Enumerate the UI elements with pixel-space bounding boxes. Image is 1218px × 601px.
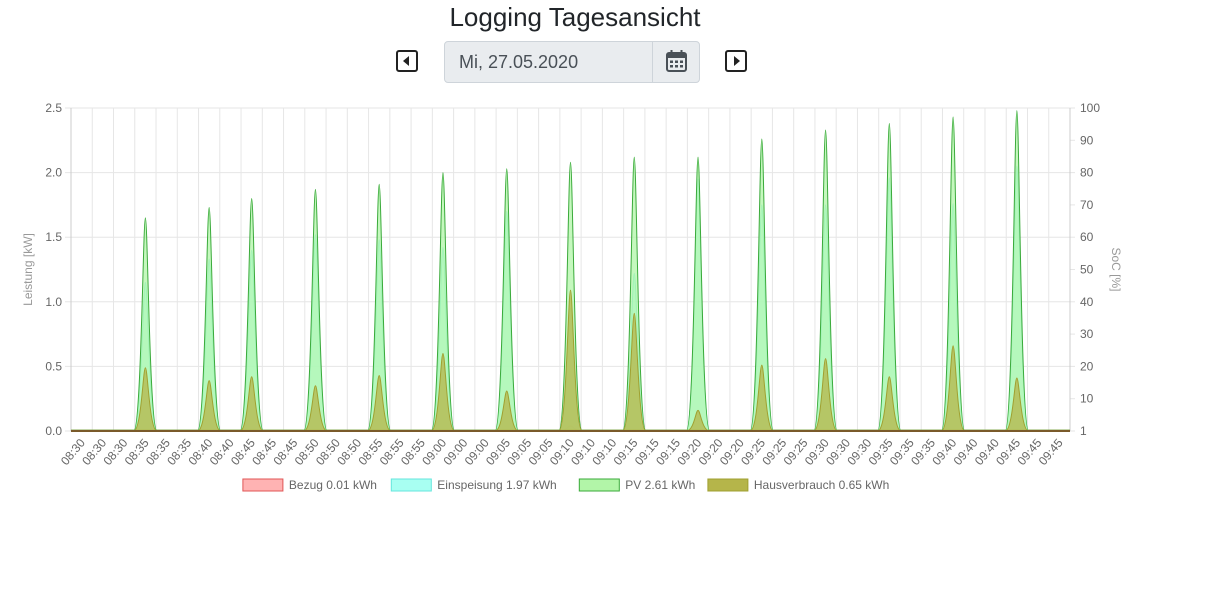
legend: Bezug 0.01 kWh Einspeisung 1.97 kWh PV 2.6…: [242, 478, 889, 492]
data-peak: [877, 122, 902, 432]
data-peak: [749, 138, 774, 432]
data-peak: [239, 376, 264, 432]
legend-label: Einspeisung 1.97 kWh: [437, 478, 556, 492]
date-input[interactable]: [445, 42, 652, 82]
caret-left-icon: [403, 56, 409, 66]
legend-label: Bezug 0.01 kWh: [289, 478, 377, 492]
y2-tick-label: 70: [1080, 198, 1094, 212]
y2-tick-label: 20: [1080, 359, 1094, 373]
legend-item: Bezug 0.01 kWh: [242, 478, 377, 492]
y-tick-label: 2.0: [45, 166, 62, 180]
data-peak: [367, 183, 392, 432]
data-peak: [239, 197, 264, 432]
y2-tick-label: 80: [1080, 166, 1094, 180]
caret-right-icon: [734, 56, 740, 66]
grid-lines: [65, 107, 1075, 432]
data-peak: [940, 345, 966, 432]
calendar-button[interactable]: [652, 42, 700, 82]
data-peak: [558, 289, 583, 432]
y2-tick-label: 100: [1080, 101, 1100, 115]
data-peak: [622, 312, 647, 432]
data-peak: [196, 380, 222, 432]
y2-tick-label: 30: [1080, 327, 1094, 341]
legend-swatch: [390, 478, 432, 492]
y2-tick-label: 40: [1080, 295, 1094, 309]
y-tick-label: 0.5: [45, 359, 62, 373]
data-peak: [940, 116, 966, 432]
legend-swatch: [242, 478, 284, 492]
y-tick-label: 1.0: [45, 295, 62, 309]
legend-swatch: [578, 478, 620, 492]
next-day-button[interactable]: [725, 50, 747, 72]
data-peak: [1004, 110, 1030, 432]
y-axis-title: Leistung [kW]: [21, 233, 35, 306]
data-peak: [430, 352, 456, 432]
data-peak: [133, 367, 158, 432]
y-tick-label: 1.5: [45, 230, 62, 244]
y2-tick-label: 50: [1080, 263, 1094, 277]
calendar-icon: [666, 50, 687, 72]
data-peak: [813, 358, 838, 432]
data-peak: [877, 376, 902, 432]
legend-label: PV 2.61 kWh: [625, 478, 695, 492]
data-peak: [196, 206, 222, 432]
legend-item: Einspeisung 1.97 kWh: [390, 478, 557, 492]
data-peak: [813, 129, 838, 432]
data-peak: [367, 374, 392, 432]
data-peak: [430, 172, 456, 432]
data-peak: [1004, 377, 1030, 432]
x-tick-label: 09:45: [1036, 436, 1066, 468]
data-peak: [686, 409, 710, 432]
page-title: Logging Tagesansicht: [449, 2, 701, 32]
legend-item: Hausverbrauch 0.65 kWh: [707, 478, 889, 492]
data-peak: [685, 156, 711, 432]
data-peak: [494, 168, 519, 432]
legend-label: Hausverbrauch 0.65 kWh: [754, 478, 889, 492]
data-peak: [749, 364, 774, 432]
y2-tick-label: 10: [1080, 392, 1094, 406]
previous-day-button[interactable]: [396, 50, 418, 72]
data-peak: [133, 217, 158, 432]
data-peak: [494, 390, 519, 432]
date-picker: [444, 41, 700, 83]
y-tick-label: 2.5: [45, 101, 62, 115]
y2-axis-title: SoC [%]: [1109, 247, 1123, 291]
legend-swatch: [707, 478, 749, 492]
y-tick-label: 0.0: [45, 424, 62, 438]
legend-item: PV 2.61 kWh: [578, 478, 695, 492]
logging-chart: 0.0 0.5 1.0 1.5 2.0 2.5 1 10 20 30 40 50 60 70 80 90 100…: [21, 101, 1123, 492]
data-peak: [622, 156, 647, 432]
data-peak: [303, 385, 328, 432]
y2-tick-label: 60: [1080, 230, 1094, 244]
y2-tick-label: 90: [1080, 133, 1094, 147]
data-peak: [303, 188, 328, 432]
series-4: [71, 289, 1070, 432]
y2-tick-label: 1: [1080, 424, 1087, 438]
